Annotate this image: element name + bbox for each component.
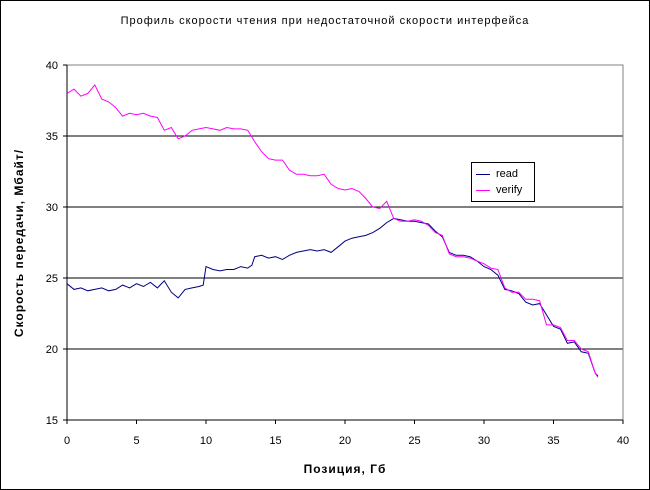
legend-item-read: read (476, 167, 518, 181)
x-tick-label: 40 (617, 435, 629, 447)
legend-swatch-read (476, 173, 490, 175)
legend-swatch-verify (476, 189, 490, 191)
legend-label-verify: verify (496, 184, 523, 196)
x-tick-label: 20 (339, 435, 351, 447)
y-tick-label: 30 (46, 202, 58, 214)
x-tick-label: 35 (547, 435, 559, 447)
x-tick-label: 10 (200, 435, 212, 447)
y-tick-label: 35 (46, 131, 58, 143)
plot-border (66, 64, 624, 421)
y-tick-label: 15 (46, 415, 58, 427)
x-tick-label: 25 (408, 435, 420, 447)
x-tick-label: 15 (269, 435, 281, 447)
legend-label-read: read (496, 168, 519, 180)
x-tick-label: 5 (133, 435, 139, 447)
y-axis-label: Скорость передачи, Мбайт/ (12, 148, 26, 338)
chart-title: Профиль скорости чтения при недостаточно… (120, 15, 530, 27)
legend: read verify (471, 162, 535, 202)
x-tick-label: 0 (64, 435, 70, 447)
y-tick-label: 20 (46, 344, 58, 356)
series-line-verify (66, 83, 599, 378)
y-tick-label: 25 (46, 273, 58, 285)
y-tick-label: 40 (46, 60, 58, 72)
x-axis-label: Позиция, Гб (303, 462, 387, 476)
x-tick-label: 30 (478, 435, 490, 447)
legend-item-verify: verify (476, 183, 522, 197)
series-line-read (66, 217, 599, 377)
